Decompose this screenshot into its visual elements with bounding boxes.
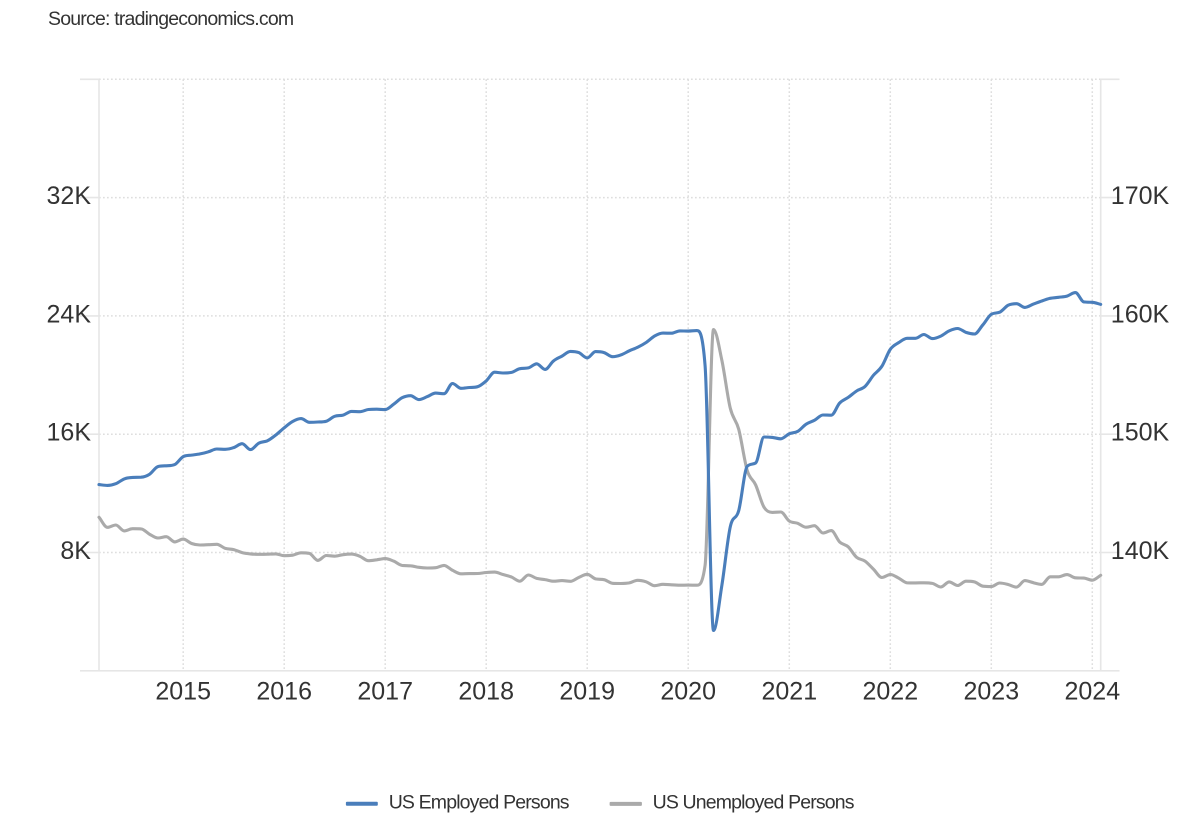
svg-text:160K: 160K bbox=[1111, 300, 1170, 328]
svg-text:2018: 2018 bbox=[458, 677, 514, 705]
svg-text:2021: 2021 bbox=[761, 677, 817, 705]
svg-text:2016: 2016 bbox=[256, 677, 312, 705]
svg-text:US Employed Persons: US Employed Persons bbox=[389, 792, 570, 814]
svg-text:2022: 2022 bbox=[862, 677, 918, 705]
svg-text:16K: 16K bbox=[47, 419, 92, 447]
svg-text:US Unemployed Persons: US Unemployed Persons bbox=[653, 792, 855, 814]
svg-text:2015: 2015 bbox=[155, 677, 211, 705]
svg-text:Source: tradingeconomics.com: Source: tradingeconomics.com bbox=[48, 8, 293, 30]
svg-text:32K: 32K bbox=[47, 182, 92, 210]
svg-text:170K: 170K bbox=[1111, 182, 1170, 210]
svg-text:2019: 2019 bbox=[559, 677, 615, 705]
svg-text:140K: 140K bbox=[1111, 537, 1170, 565]
svg-text:2017: 2017 bbox=[357, 677, 413, 705]
svg-text:2023: 2023 bbox=[963, 677, 1019, 705]
svg-text:2024: 2024 bbox=[1064, 677, 1120, 705]
svg-text:24K: 24K bbox=[47, 300, 92, 328]
svg-text:2020: 2020 bbox=[660, 677, 716, 705]
svg-text:150K: 150K bbox=[1111, 419, 1170, 447]
svg-text:8K: 8K bbox=[60, 537, 91, 565]
